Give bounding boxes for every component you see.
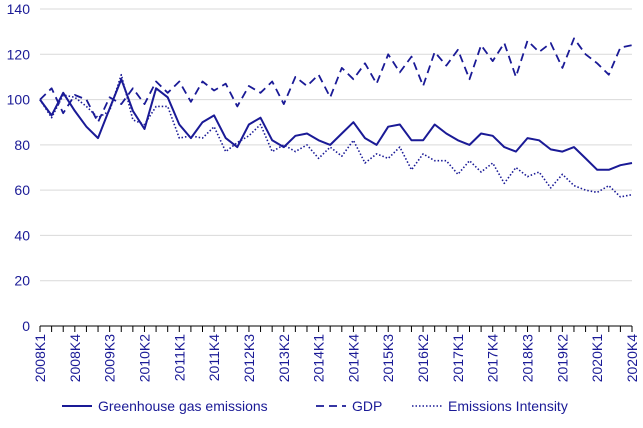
series-line-gdp [39,37,633,124]
series-lines [39,37,633,198]
y-tick-label: 80 [14,137,30,153]
x-tick-label: 2012K3 [241,334,257,382]
x-axis: 2008K1 2008K4 2009K3 2010K2 2011K1 2011K4 2012… [32,325,640,382]
x-tick-label: 2010K2 [136,334,152,382]
legend: Greenhouse gas emissions GDP Emissions Int… [62,398,568,414]
y-tick-label: 100 [7,92,31,108]
x-tick-label: 2011K4 [206,334,222,381]
x-tick-label: 2008K4 [67,334,83,382]
y-tick-label: 0 [22,318,30,334]
y-tick-label: 60 [14,182,30,198]
x-tick-label: 2017K4 [485,334,501,382]
y-tick-label: 20 [14,273,30,289]
x-tick-label: 2015K3 [380,334,396,382]
y-axis: 0 20 40 60 80 100 120 140 [7,1,31,334]
x-tick-label: 2011K1 [171,334,187,381]
x-tick-label: 2014K1 [311,334,327,382]
series-line-greenhouse-gas-emissions [39,78,633,171]
legend-label: GDP [352,398,382,414]
legend-label: Emissions Intensity [448,398,568,414]
x-tick-label: 2016K2 [415,334,431,382]
x-tick-label: 2008K1 [32,334,48,382]
x-tick-label: 2020K4 [624,334,640,382]
x-tick-label: 2020K1 [589,334,605,382]
x-tick-label: 2009K3 [102,334,118,382]
series-line-emissions-intensity [39,73,633,198]
x-tick-label: 2013K2 [276,334,292,382]
y-tick-label: 140 [7,1,31,17]
y-tick-label: 40 [14,227,30,243]
x-tick-label: 2017K1 [450,334,466,382]
x-tick-label: 2018K3 [520,334,536,382]
x-tick-label: 2014K4 [345,334,361,382]
y-tick-label: 120 [7,46,31,62]
x-tick-label: 2019K2 [554,334,570,382]
gridlines [40,8,632,282]
legend-label: Greenhouse gas emissions [98,398,268,414]
